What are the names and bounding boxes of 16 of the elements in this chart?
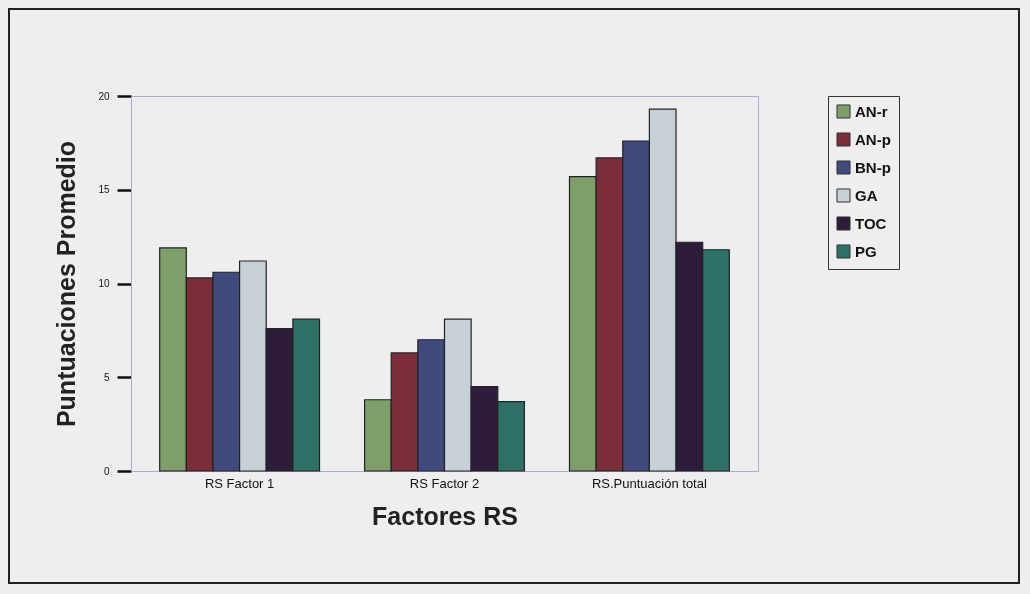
y-tick-label: 20 (98, 90, 110, 102)
y-tick-label: 5 (103, 371, 110, 383)
legend-label: PG (855, 242, 877, 260)
x-axis-title: Factores RS (372, 501, 518, 530)
legend-label: AN-r (855, 102, 888, 120)
legend-label: TOC (855, 214, 887, 232)
x-tick-label: RS.Puntuación total (591, 475, 707, 491)
x-tick-label: RS Factor 2 (409, 475, 480, 491)
x-tick-label: RS Factor 1 (204, 475, 275, 491)
legend-label: AN-p (855, 130, 891, 148)
y-tick-label: 15 (98, 184, 110, 196)
y-tick-label: 0 (103, 465, 110, 477)
legend-label: BN-p (855, 158, 891, 176)
legend-label: GA (855, 186, 878, 204)
y-tick-label: 10 (98, 278, 110, 289)
y-axis-title: Puntuaciones Promedio (52, 140, 81, 428)
